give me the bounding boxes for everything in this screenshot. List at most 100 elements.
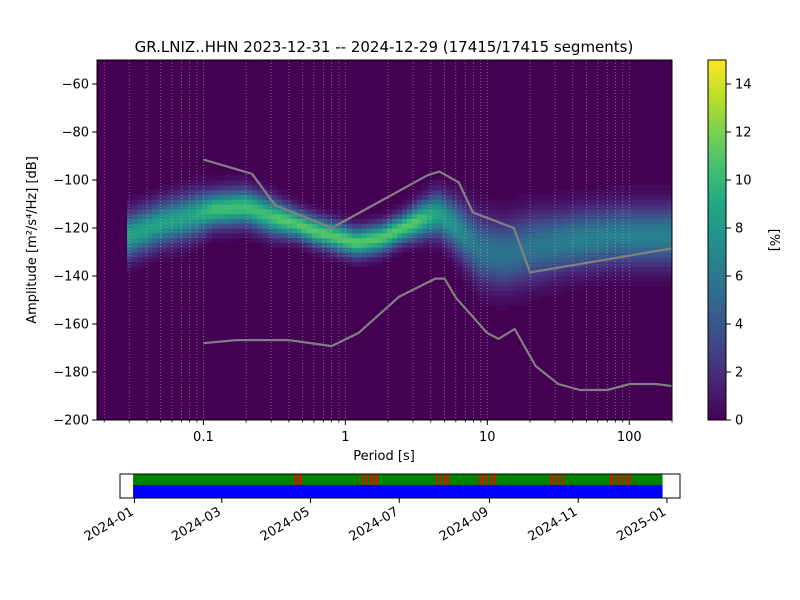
heatmap-cell — [132, 199, 138, 205]
heatmap-cell — [517, 280, 523, 287]
heatmap-cell — [647, 213, 653, 219]
heatmap-cell — [297, 232, 303, 239]
heatmap-cell — [572, 252, 578, 258]
heatmap-cell — [637, 228, 643, 234]
colorbar-tick-label: 2 — [735, 366, 743, 381]
heatmap-cell — [627, 266, 633, 272]
gap-marker — [294, 474, 297, 485]
heatmap-cell — [127, 199, 133, 205]
heatmap-cell — [572, 271, 578, 277]
heatmap-cell — [337, 223, 343, 229]
heatmap-cell — [162, 252, 168, 258]
heatmap-cell — [507, 232, 513, 239]
heatmap-cell — [172, 223, 178, 229]
heatmap-cell — [577, 213, 583, 219]
heatmap-cell — [442, 180, 448, 186]
heatmap-cell — [457, 237, 463, 243]
heatmap-cell — [647, 247, 653, 253]
heatmap-cell — [522, 285, 528, 291]
timeline-tick-label: 2024-07 — [347, 504, 402, 544]
heatmap-cell — [232, 199, 238, 205]
heatmap-cell — [267, 223, 273, 229]
heatmap-cell — [332, 256, 338, 263]
plot-frame — [96, 59, 673, 421]
heatmap-cell — [662, 280, 668, 287]
heatmap-cell — [637, 208, 643, 215]
heatmap-cell — [257, 204, 263, 210]
heatmap-cell — [497, 285, 503, 291]
heatmap-cell — [522, 228, 528, 234]
heatmap-cell — [137, 228, 143, 234]
heatmap-cell — [327, 228, 333, 234]
gap-marker — [557, 474, 560, 485]
heatmap-cell — [457, 208, 463, 215]
heatmap-cell — [167, 184, 173, 191]
heatmap-cell — [497, 280, 503, 287]
heatmap-cell — [307, 223, 313, 229]
heatmap-cell — [537, 252, 543, 258]
heatmap-cell — [572, 280, 578, 287]
heatmap-cell — [182, 237, 188, 243]
heatmap-cell — [212, 204, 218, 210]
heatmap-cell — [412, 247, 418, 253]
heatmap-cell — [662, 271, 668, 277]
heatmap-cell — [502, 232, 508, 239]
heatmap-cell — [532, 218, 538, 224]
heatmap-cell — [382, 237, 388, 243]
heatmap-cell — [167, 194, 173, 200]
colorbar-tick-label: 8 — [735, 222, 743, 237]
heatmap-cell — [567, 280, 573, 287]
heatmap-cell — [472, 256, 478, 263]
heatmap-cell — [317, 213, 323, 219]
heatmap-cell — [242, 180, 248, 186]
heatmap-cell — [667, 271, 672, 277]
heatmap-cell — [582, 228, 588, 234]
heatmap-cell — [557, 237, 563, 243]
timeline-tick-label: 2024-03 — [169, 504, 224, 544]
heatmap-cell — [457, 252, 463, 258]
heatmap-cell — [292, 194, 298, 200]
heatmap-cell — [277, 242, 283, 248]
heatmap-cell — [457, 204, 463, 210]
heatmap-cell — [172, 213, 178, 219]
heatmap-cell — [642, 194, 648, 200]
heatmap-cell — [347, 213, 353, 219]
heatmap-cell — [282, 242, 288, 248]
heatmap-cell — [612, 189, 618, 195]
heatmap-cell — [512, 242, 518, 248]
heatmap-cell — [312, 213, 318, 219]
heatmap-cell — [537, 261, 543, 267]
heatmap-cell — [572, 223, 578, 229]
heatmap-cell — [562, 285, 568, 291]
heatmap-cell — [632, 276, 638, 282]
heatmap-cell — [367, 242, 373, 248]
heatmap-cell — [142, 228, 148, 234]
heatmap-cell — [632, 271, 638, 277]
heatmap-cell — [457, 256, 463, 263]
heatmap-cell — [557, 242, 563, 248]
heatmap-cell — [152, 232, 158, 239]
heatmap-cell — [472, 228, 478, 234]
heatmap-cell — [192, 180, 198, 186]
heatmap-cell — [482, 247, 488, 253]
heatmap-cell — [237, 218, 243, 224]
heatmap-cell — [197, 208, 203, 215]
heatmap-cell — [612, 280, 618, 287]
heatmap-cell — [467, 280, 473, 287]
heatmap-cell — [232, 204, 238, 210]
heatmap-cell — [392, 247, 398, 253]
heatmap-cell — [657, 266, 663, 272]
heatmap-cell — [492, 266, 498, 272]
heatmap-cell — [572, 232, 578, 239]
heatmap-cell — [637, 271, 643, 277]
heatmap-cell — [642, 256, 648, 263]
heatmap-cell — [617, 232, 623, 239]
heatmap-cell — [397, 223, 403, 229]
heatmap-cell — [272, 232, 278, 239]
heatmap-cell — [342, 223, 348, 229]
heatmap-cell — [467, 189, 473, 195]
heatmap-cell — [602, 228, 608, 234]
heatmap-cell — [147, 218, 153, 224]
heatmap-cell — [157, 204, 163, 210]
heatmap-cell — [137, 213, 143, 219]
